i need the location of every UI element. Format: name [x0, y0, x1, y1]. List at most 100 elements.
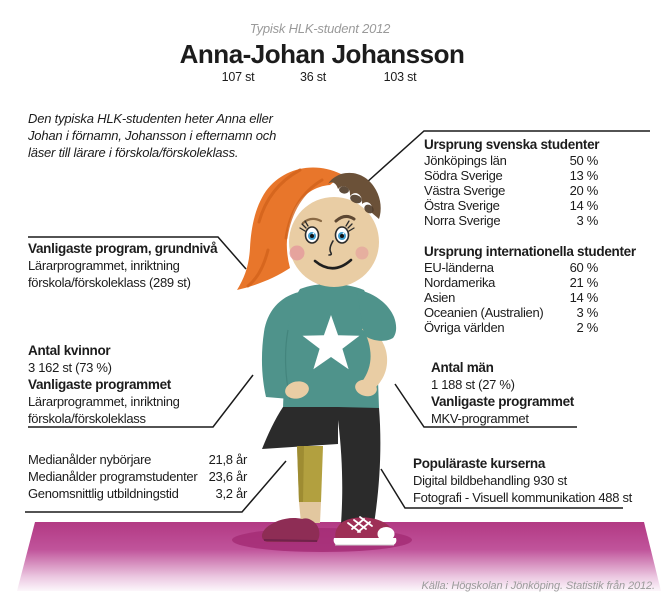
stat-value: 3 %: [576, 305, 598, 320]
tights-shade: [297, 446, 304, 502]
block-line: Lärarprogrammet, inriktning: [28, 258, 180, 273]
block-heading: Ursprung svenska studenter: [424, 137, 600, 152]
stat-label: Södra Sverige: [424, 168, 503, 183]
right-eye: [334, 226, 350, 244]
right-eyebrow: [334, 214, 356, 223]
page-title: Anna-Johan Johansson: [179, 39, 465, 69]
stat-value: 21,8 år: [208, 452, 248, 467]
left-eye: [304, 226, 320, 244]
brown-hair: [328, 172, 381, 219]
stat-value: 50 %: [569, 153, 599, 168]
trouser-leg: [338, 407, 381, 524]
intro-line: läser till lärare i förskola/förskolekla…: [28, 145, 239, 160]
block-line: MKV-programmet: [431, 411, 529, 426]
stat-label: Genomsnittlig utbildningstid: [28, 486, 179, 501]
shirt-right-sleeve: [356, 289, 397, 341]
shirt-left-sleeve: [261, 292, 299, 399]
nose: [328, 240, 334, 256]
stat-row: Asien 14 %: [424, 290, 598, 305]
stat-value: 3 %: [576, 213, 598, 228]
stat-label: Övriga världen: [424, 320, 505, 335]
stat-label: Oceanien (Australien): [424, 305, 544, 320]
stat-label: Medianålder nybörjare: [28, 452, 152, 467]
mouth-smile: [313, 258, 353, 270]
stat-label: Östra Sverige: [424, 198, 500, 213]
block-heading: Populäraste kurserna: [413, 456, 546, 471]
connector-ursprung-svenska: [365, 130, 650, 184]
left-eyebrow: [301, 217, 323, 225]
block-line: förskola/förskoleklass (289 st): [28, 275, 191, 290]
left-ankle: [299, 502, 321, 523]
stat-label: Nordamerika: [424, 275, 496, 290]
block-heading: Vanligaste program, grundnivå: [28, 241, 218, 256]
block-line: Fotografi - Visuell kommunikation 488 st: [413, 490, 632, 505]
stat-value: 2 %: [576, 320, 598, 335]
star-icon: [302, 315, 360, 370]
stat-label: Jönköpings län: [424, 153, 507, 168]
name-count-johan: 36 st: [299, 70, 327, 84]
intro-line: Johan i förnamn, Johansson i efternamn o…: [28, 128, 277, 143]
stat-row: Genomsnittlig utbildningstid 3,2 år: [28, 485, 247, 502]
stat-row: Södra Sverige 13 %: [424, 168, 598, 183]
stat-row: EU-länderna 60 %: [424, 260, 598, 275]
connector-medianalder: [25, 460, 287, 513]
name-count-johansson: 103 st: [383, 70, 417, 84]
stat-row: Västra Sverige 20 %: [424, 183, 598, 198]
ballet-flat-sole: [263, 539, 318, 542]
block-value: 3 162 st (73 %): [28, 360, 112, 375]
source-note: Källa: Högskolan i Jönköping. Statistik …: [421, 580, 656, 592]
block-heading: Antal män: [431, 360, 494, 375]
right-eyelashes: [345, 220, 355, 232]
orange-hair: [237, 167, 341, 290]
stat-value: 14 %: [569, 290, 599, 305]
stat-row: Övriga världen 2 %: [424, 320, 598, 335]
intro-line: Den typiska HLK-studenten heter Anna ell…: [28, 111, 273, 126]
block-heading: Antal kvinnor: [28, 343, 111, 358]
stat-row: Medianålder programstudenter 23,6 år: [28, 468, 247, 485]
sneaker-sole: [333, 538, 397, 545]
stat-row: Oceanien (Australien) 3 %: [424, 305, 598, 320]
skirt: [262, 407, 338, 449]
stat-label: Norra Sverige: [424, 213, 501, 228]
connector-program-grundniva: [28, 236, 247, 270]
left-cheek: [289, 245, 305, 261]
stat-row: Nordamerika 21 %: [424, 275, 598, 290]
block-program-grundniva: Vanligaste program, grundnivå Lärarprogr…: [28, 240, 218, 291]
left-hand: [285, 381, 309, 399]
block-ursprung-svenska: Ursprung svenska studenter Jönköpings lä…: [424, 136, 600, 228]
connector-antal-man: [394, 383, 577, 428]
stat-row: Östra Sverige 14 %: [424, 198, 598, 213]
stat-value: 20 %: [569, 183, 599, 198]
block-line: förskola/förskoleklass: [28, 411, 146, 426]
connector-lines: [25, 130, 650, 513]
connector-kurser: [380, 468, 623, 509]
block-subheading: Vanligaste programmet: [431, 394, 574, 409]
ballet-flat-shoe: [261, 518, 320, 542]
stat-label: Medianålder programstudenter: [28, 469, 198, 484]
block-heading: Ursprung internationella studenter: [424, 244, 636, 259]
student-character: [237, 167, 397, 546]
sneaker-toe-cap: [377, 527, 395, 541]
block-ursprung-internationella: Ursprung internationella studenter EU-lä…: [424, 243, 636, 335]
block-antal-man: Antal män 1 188 st (27 %) Vanligaste pro…: [431, 359, 574, 427]
stat-label: Västra Sverige: [424, 183, 506, 198]
right-hand: [355, 379, 377, 397]
orange-hair-streaks: [246, 168, 324, 288]
name-count-anna: 107 st: [221, 70, 255, 84]
stat-value: 14 %: [569, 198, 599, 213]
stat-label: Asien: [424, 290, 456, 305]
stat-row: Jönköpings län 50 %: [424, 153, 598, 168]
stat-value: 23,6 år: [208, 469, 248, 484]
left-eyelashes: [299, 220, 309, 232]
connector-antal-kvinnor: [28, 374, 254, 428]
brown-hair-tufts: [339, 186, 374, 214]
stat-label: EU-länderna: [424, 260, 494, 275]
stat-value: 13 %: [569, 168, 599, 183]
block-antal-kvinnor: Antal kvinnor 3 162 st (73 %) Vanligaste…: [28, 342, 180, 427]
block-subheading: Vanligaste programmet: [28, 377, 171, 392]
intro-paragraph: Den typiska HLK-studenten heter Anna ell…: [28, 110, 276, 161]
stat-value: 21 %: [569, 275, 599, 290]
stat-row: Norra Sverige 3 %: [424, 213, 598, 228]
